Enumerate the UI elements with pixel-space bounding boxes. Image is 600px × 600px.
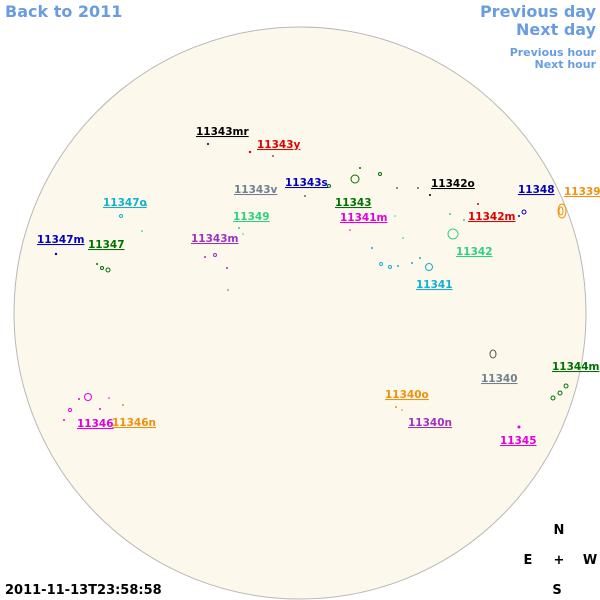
region-label[interactable]: 11340o bbox=[385, 389, 429, 401]
region-label[interactable]: 11340n bbox=[408, 417, 452, 429]
region-label[interactable]: 11346 bbox=[77, 418, 114, 430]
region-label[interactable]: 11343 bbox=[335, 197, 372, 209]
next-day-link[interactable]: Next day bbox=[516, 20, 597, 39]
region-label[interactable]: 11343y bbox=[257, 139, 301, 151]
region-label[interactable]: 11347 bbox=[88, 239, 125, 251]
compass-east: E bbox=[524, 553, 533, 568]
region-label[interactable]: 11342o bbox=[431, 178, 475, 190]
next-hour-link[interactable]: Next hour bbox=[535, 58, 597, 71]
compass-west: W bbox=[583, 553, 597, 568]
region-label[interactable]: 11347m bbox=[37, 234, 85, 246]
region-label[interactable]: 11341 bbox=[416, 279, 453, 291]
region-label[interactable]: 11341m bbox=[340, 212, 388, 224]
compass-south: S bbox=[552, 583, 561, 598]
region-label[interactable]: 11342m bbox=[468, 211, 516, 223]
spot-contours bbox=[54, 143, 569, 429]
region-label[interactable]: 11343mr bbox=[196, 126, 249, 138]
region-labels: 11343mr 11343y 11343s 11343v 11342o 1134… bbox=[37, 126, 600, 447]
region-label[interactable]: 11339 bbox=[564, 186, 600, 198]
region-label[interactable]: 11343v bbox=[234, 184, 278, 196]
region-label[interactable]: 11347o bbox=[103, 197, 147, 209]
region-label[interactable]: 11343s bbox=[285, 177, 328, 189]
compass-center: + bbox=[554, 553, 565, 568]
region-label[interactable]: 11346n bbox=[112, 417, 156, 429]
timestamp: 2011-11-13T23:58:58 bbox=[5, 583, 162, 598]
back-link[interactable]: Back to 2011 bbox=[5, 2, 122, 21]
previous-day-link[interactable]: Previous day bbox=[480, 2, 597, 21]
region-label[interactable]: 11343m bbox=[191, 233, 239, 245]
solar-disk bbox=[13, 26, 587, 600]
region-label[interactable]: 11340 bbox=[481, 373, 518, 385]
region-label[interactable]: 11349 bbox=[233, 211, 270, 223]
region-label[interactable]: 11342 bbox=[456, 246, 493, 258]
region-label[interactable]: 11348 bbox=[518, 184, 555, 196]
compass-north: N bbox=[554, 523, 565, 538]
region-label[interactable]: 11344m bbox=[552, 361, 600, 373]
previous-hour-link[interactable]: Previous hour bbox=[510, 46, 597, 59]
region-label[interactable]: 11345 bbox=[500, 435, 537, 447]
